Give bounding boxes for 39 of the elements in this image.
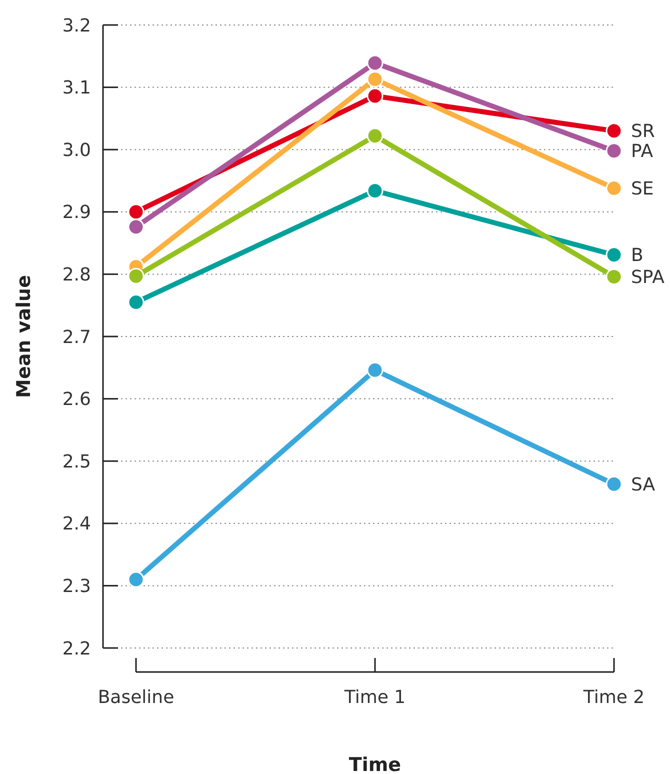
y-tick-label: 2.6 [62, 389, 91, 410]
point [606, 246, 622, 264]
series-label: SA [631, 474, 656, 496]
point [366, 88, 384, 104]
y-tick-label: 2.8 [62, 264, 91, 286]
series-label: B [631, 245, 644, 266]
point [366, 70, 384, 88]
point [606, 476, 622, 492]
point [366, 182, 384, 199]
y-tick-label: 2.3 [62, 576, 91, 597]
point [128, 268, 144, 284]
x-tick-label: Baseline [98, 687, 174, 708]
y-tick-label: 2.5 [62, 451, 91, 472]
y-tick-label: 2.9 [62, 202, 91, 224]
point [128, 218, 144, 236]
series-label: SPA [631, 266, 666, 288]
y-tick-label: 2.7 [62, 326, 91, 348]
point [366, 362, 384, 378]
point [128, 204, 144, 220]
y-axis-title: Mean value [13, 275, 35, 398]
point [606, 122, 622, 140]
series-label: PA [631, 141, 654, 162]
y-tick-label: 3.0 [62, 140, 91, 161]
y-tick-label: 2.2 [62, 638, 91, 660]
point [606, 268, 622, 285]
series-label: SE [631, 178, 654, 200]
y-tick-label: 3.2 [62, 15, 91, 36]
point [366, 54, 384, 72]
x-tick-label: Time 2 [582, 687, 645, 708]
point [606, 180, 622, 196]
point [606, 142, 622, 160]
point [128, 571, 144, 588]
series-label: SR [631, 121, 655, 142]
point [366, 128, 384, 144]
x-tick-label: Time 1 [343, 687, 406, 708]
y-tick-label: 3.1 [62, 78, 91, 99]
point [128, 294, 144, 310]
y-tick-label: 2.4 [62, 514, 91, 535]
x-axis-title: Time [348, 754, 402, 774]
